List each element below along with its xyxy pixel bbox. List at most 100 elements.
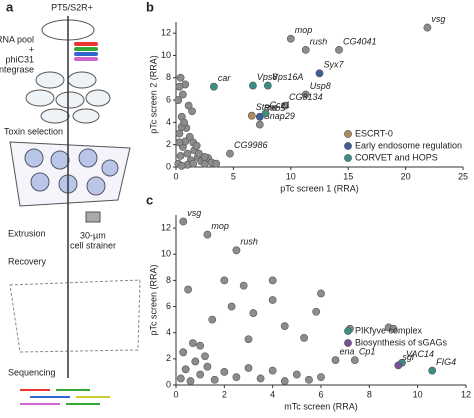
point-label: Cp1 (359, 347, 376, 357)
y-tick-label: 8 (166, 275, 171, 285)
data-point (196, 341, 205, 350)
panel-letter: c (146, 192, 153, 207)
data-point (335, 45, 343, 54)
data-point (255, 120, 264, 129)
data-point (177, 161, 186, 170)
legend-label: Early endosome regulation (355, 140, 462, 150)
point-label: sgl (402, 352, 415, 362)
step-text: 30-µm (80, 230, 106, 240)
data-point (184, 101, 193, 110)
step-text: PT5/S2R+ (51, 2, 93, 12)
data-point (174, 96, 183, 104)
data-point (244, 335, 253, 344)
data-point (268, 296, 277, 304)
point-label: CG8134 (289, 92, 323, 102)
data-point (186, 377, 195, 385)
point-label: mop (211, 221, 229, 231)
point-label: CG9986 (234, 140, 268, 150)
data-point (249, 81, 257, 90)
step-text: Extrusion (8, 228, 46, 238)
point-label: Usp8 (310, 81, 331, 91)
point-label: rush (310, 36, 328, 46)
data-point (312, 307, 321, 316)
point-label: ena (340, 347, 355, 357)
y-tick-label: 6 (166, 94, 171, 104)
data-point (268, 276, 277, 285)
data-point (180, 118, 188, 127)
x-tick-label: 12 (461, 389, 471, 399)
data-point (189, 339, 197, 348)
cell-group (25, 71, 111, 124)
data-point (210, 375, 219, 384)
recovered-cells (9, 279, 141, 353)
step-text: Recovery (8, 256, 47, 266)
point-label: vsg (187, 208, 201, 218)
point-label: car (218, 73, 232, 83)
data-point (423, 23, 432, 32)
x-tick-label: 8 (367, 389, 372, 399)
point-label: Stam (256, 102, 278, 112)
legend-label: CORVET and HOPS (355, 152, 438, 162)
data-point (331, 356, 340, 365)
legend-swatch (344, 327, 352, 335)
legend-label: ESCRT-0 (355, 128, 393, 138)
panel-letter: a (6, 0, 14, 14)
legend-swatch (344, 339, 352, 347)
step-text: cell strainer (70, 240, 116, 250)
x-tick-label: 4 (270, 389, 275, 399)
data-point (195, 149, 203, 158)
y-tick-label: 4 (166, 117, 171, 127)
y-tick-label: 6 (166, 301, 171, 311)
y-axis-label: pTc screen (RRA) (148, 264, 158, 335)
cell-group (24, 148, 119, 196)
data-point (191, 357, 200, 366)
data-point (175, 138, 184, 147)
step-text: phiC31 (5, 54, 34, 64)
data-point (203, 362, 212, 371)
strainer-icon (85, 211, 101, 223)
y-tick-label: 0 (166, 379, 171, 389)
x-axis-label: pTc screen 1 (RRA) (280, 183, 359, 193)
data-point (196, 370, 205, 379)
data-point (220, 368, 229, 376)
data-point (292, 370, 301, 379)
y-axis-label: pTc screen 2 (RRA) (148, 55, 158, 134)
y-tick-label: 10 (161, 50, 171, 60)
data-point (301, 45, 310, 54)
legend-label: Biosynthesis of sGAGs (355, 337, 448, 347)
data-point (192, 141, 201, 150)
data-point (226, 149, 234, 158)
reads-icon (20, 389, 110, 405)
point-label: Vps16A (272, 72, 304, 82)
data-point (203, 230, 212, 239)
data-point (212, 159, 221, 168)
data-point (208, 315, 217, 324)
data-point (261, 109, 270, 118)
data-point (280, 377, 289, 385)
data-point (239, 281, 248, 290)
data-point (185, 132, 194, 141)
data-point (244, 364, 253, 372)
legend-swatch (344, 130, 352, 138)
x-tick-label: 10 (286, 171, 296, 181)
y-tick-label: 12 (161, 28, 171, 38)
data-point (232, 246, 241, 255)
data-point (268, 366, 277, 375)
data-point (281, 101, 289, 110)
step-text: Sequencing (8, 367, 56, 377)
point-label: mop (295, 25, 313, 35)
legend-swatch (344, 142, 352, 150)
data-point (179, 348, 188, 357)
data-point (249, 309, 258, 317)
x-tick-label: 10 (413, 389, 423, 399)
data-point (188, 107, 196, 116)
legend-label: PIKfyve complex (355, 325, 423, 335)
data-point (209, 82, 218, 91)
x-tick-label: 2 (222, 389, 227, 399)
data-point (389, 324, 398, 333)
data-point (317, 373, 325, 382)
data-point (301, 90, 310, 99)
step-text: sgRNA pool (0, 34, 34, 44)
point-label: Snap29 (264, 111, 295, 121)
data-point (175, 129, 184, 138)
